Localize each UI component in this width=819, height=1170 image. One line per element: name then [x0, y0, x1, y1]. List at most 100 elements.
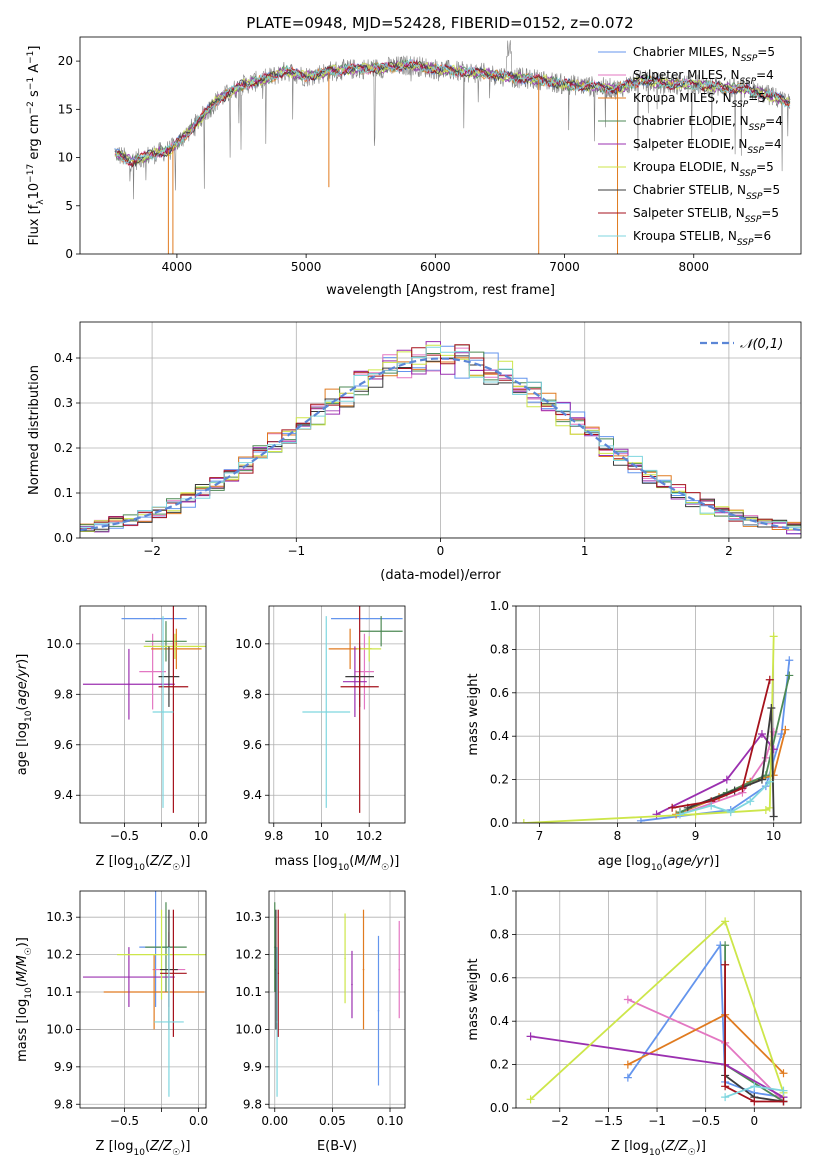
- data-point: [761, 805, 770, 814]
- text-part: age [log: [15, 722, 30, 775]
- data-point: [153, 617, 155, 620]
- text-part: (: [662, 854, 667, 869]
- text-part: 10: [133, 863, 145, 873]
- y-tick-label: 0.0: [54, 531, 73, 545]
- y-axis-label: mass weight: [466, 958, 481, 1040]
- text-part: 10: [24, 710, 34, 722]
- data-point: [767, 703, 776, 712]
- text-part: 10: [338, 863, 350, 873]
- y-tick-label: 15: [58, 102, 73, 116]
- data-point: [366, 617, 368, 620]
- x-tick-label: 0: [437, 544, 445, 558]
- text-part: ☉: [172, 863, 180, 873]
- text-part: )]: [180, 854, 190, 869]
- data-point: [172, 685, 175, 688]
- x-tick-label: −1: [648, 1114, 666, 1128]
- series-line: [687, 707, 775, 817]
- data-point: [623, 995, 632, 1004]
- y-tick-label: 1.0: [490, 884, 509, 898]
- x-tick-label: 2: [725, 544, 733, 558]
- text-part: )]: [709, 854, 719, 869]
- text-part: (: [15, 706, 30, 711]
- x-tick-label: 7000: [549, 260, 580, 274]
- data-point: [765, 675, 774, 684]
- plot-area: [80, 322, 801, 538]
- plot-area: [269, 606, 405, 823]
- data-point: [769, 632, 778, 641]
- y-tick-label: 0.8: [490, 642, 509, 656]
- data-point: [165, 640, 167, 643]
- x-tick-label: 0.05: [319, 1114, 346, 1128]
- data-point: [675, 810, 684, 819]
- series-line: [724, 964, 784, 1103]
- x-tick-label: −0.5: [691, 1114, 720, 1128]
- text-part: (: [660, 1139, 665, 1154]
- y-tick-label: 9.9: [243, 1060, 262, 1074]
- y-tick-label: 10.2: [46, 948, 73, 962]
- data-point: [526, 1095, 535, 1104]
- series-line: [656, 732, 775, 816]
- text-part: =5: [757, 45, 775, 59]
- data-point: [785, 656, 794, 665]
- y-tick-label: 9.4: [243, 788, 262, 802]
- data-point: [623, 1060, 632, 1069]
- text-part: Z/Z: [149, 854, 173, 869]
- text-part: SSP: [737, 238, 754, 248]
- data-point: [398, 968, 401, 971]
- data-point: [721, 917, 730, 926]
- x-axis-label: mass [log10(M/M☉)]: [275, 854, 400, 873]
- x-tick-label: 8000: [678, 260, 709, 274]
- text-part: age/yr: [15, 662, 30, 705]
- y-axis-label: Normed distribution: [27, 365, 42, 495]
- panel-mass_vs_Z: −0.5 0.09.89.910.010.110.210.3Z [log10(Z/…: [15, 890, 208, 1158]
- data-point: [707, 801, 716, 810]
- y-axis-label: mass weight: [466, 673, 481, 755]
- text-part: SSP: [745, 215, 762, 225]
- data-point: [721, 960, 730, 969]
- data-point: [769, 812, 778, 821]
- gaussian-curve: [80, 357, 801, 532]
- data-point: [738, 784, 747, 793]
- data-point: [721, 1093, 730, 1102]
- y-tick-label: 1.0: [490, 599, 509, 613]
- text-part: −1: [26, 77, 36, 90]
- x-tick-label: 8: [614, 829, 622, 843]
- data-point: [273, 946, 276, 948]
- text-part: A: [27, 64, 42, 77]
- plot-area: [114, 40, 791, 254]
- text-part: =5: [748, 91, 766, 105]
- x-tick-label: 10: [314, 829, 329, 843]
- y-tick-label: 0.6: [490, 971, 509, 985]
- text-part: Z [log: [611, 1139, 649, 1154]
- text-part: (: [349, 854, 354, 869]
- data-point: [519, 819, 528, 823]
- data-point: [276, 1021, 278, 1023]
- text-part: Z/Z: [149, 1139, 173, 1154]
- model-spectrum-line: [114, 59, 791, 166]
- x-axis-label: Z [log10(Z/Z☉)]: [96, 1139, 191, 1158]
- text-part: =6: [753, 229, 771, 243]
- data-point: [160, 953, 163, 956]
- histogram-salpeter-stelib: [80, 344, 801, 530]
- y-tick-label: 0.4: [490, 1014, 509, 1028]
- x-tick-label: 0.0: [189, 829, 208, 843]
- data-point: [636, 816, 645, 823]
- x-tick-label: −2: [551, 1114, 569, 1128]
- text-part: E(B-V): [317, 1139, 357, 1154]
- data-point: [765, 777, 774, 786]
- histogram-kroupa-stelib: [80, 346, 801, 528]
- data-point: [377, 1009, 380, 1012]
- text-part: SSP: [749, 123, 766, 133]
- y-tick-label: 10.0: [235, 1022, 262, 1036]
- x-axis-label: E(B-V): [317, 1139, 357, 1154]
- y-tick-label: 9.6: [54, 738, 73, 752]
- legend-label: Kroupa ELODIE, NSSP=5: [633, 160, 774, 179]
- axes-frame: [515, 605, 802, 824]
- text-part: age/yr: [667, 854, 710, 869]
- text-part: )]: [15, 937, 30, 947]
- x-tick-label: 0.10: [377, 1114, 404, 1128]
- axes-frame: [79, 605, 207, 824]
- legend-label: Kroupa MILES, NSSP=5: [633, 91, 766, 110]
- text-part: Salpeter ELODIE, N: [633, 137, 747, 151]
